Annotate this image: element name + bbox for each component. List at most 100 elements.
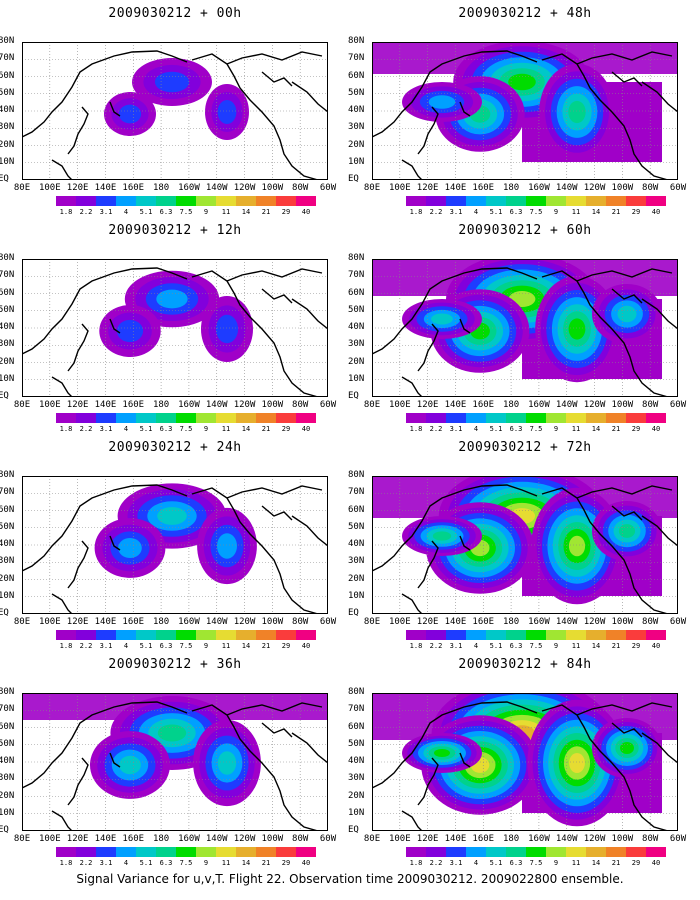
latitude-label: 40N [0, 539, 15, 549]
longitude-label: 100W [611, 617, 634, 627]
lat-lon-grid [372, 476, 678, 614]
colorbar-swatch [156, 413, 176, 423]
longitude-label: 100E [388, 617, 411, 627]
lat-lon-grid [22, 476, 328, 614]
map-plot [372, 259, 678, 397]
coastline-segment [611, 505, 643, 521]
coastline-segment [576, 51, 673, 65]
longitude-label: 100E [388, 834, 411, 844]
longitude-label: 60W [669, 400, 687, 410]
variance-field [372, 476, 678, 605]
panel-title: 2009030212 + 12h [108, 223, 242, 238]
coastline-segment [459, 318, 471, 334]
latitude-label: 30N [348, 556, 365, 567]
lat-lon-grid [372, 693, 678, 831]
longitude-label: 100W [261, 183, 284, 193]
latitude-label: EQ [0, 391, 9, 401]
colorbar-label: 29 [281, 425, 291, 433]
latitude-label: 50N [348, 738, 365, 749]
colorbar-label: 5.1 [139, 425, 153, 433]
lat-lon-grid [22, 693, 328, 831]
coastline-segment [641, 515, 678, 547]
forecast-panel: 2009030212 + 48h 80N 70N 60N 50N 40N 30N 20N 10N… [348, 0, 700, 225]
longitude-label: 180 [152, 834, 170, 844]
coastline-segment [226, 51, 323, 65]
colorbar-swatch [446, 847, 466, 857]
colorbar-swatch [566, 413, 586, 423]
longitude-label: 120W [583, 183, 606, 193]
latitude-label: 50N [348, 521, 365, 532]
latitude-label: 50N [0, 521, 15, 532]
colorbar-swatch [56, 630, 76, 640]
colorbar-label: 29 [631, 642, 641, 650]
longitude-label: 80E [363, 617, 381, 627]
longitude-label: 60W [319, 183, 337, 193]
coastlines [372, 267, 678, 397]
colorbar-label: 6.3 [159, 425, 173, 433]
coastline-segment [576, 485, 673, 499]
colorbar-label: 11 [571, 425, 581, 433]
colorbar-label: 29 [631, 859, 641, 867]
longitude-label: 160W [178, 183, 200, 193]
variance-core [157, 724, 187, 742]
lat-lon-grid [22, 42, 328, 180]
colorbar-label: 40 [301, 208, 311, 216]
latitude-label: EQ [0, 608, 9, 618]
colorbar-label: 7.5 [179, 208, 193, 216]
latitude-label: 80N [348, 687, 365, 697]
colorbar [406, 413, 666, 423]
colorbar-label: 1.8 [409, 859, 423, 867]
map-frame [22, 693, 328, 831]
colorbar-swatch [276, 196, 296, 206]
colorbar-swatch [486, 413, 506, 423]
coastline-segment [611, 722, 643, 738]
coastline-segment [51, 810, 73, 831]
coastline-segment [291, 732, 328, 764]
colorbar-swatch [506, 196, 526, 206]
colorbar-label: 14 [241, 859, 251, 867]
colorbar-swatch [426, 196, 446, 206]
map-plot [372, 42, 678, 180]
colorbar-label: 6.3 [509, 425, 523, 433]
latitude-label: 80N [0, 253, 15, 263]
colorbar-swatch [566, 196, 586, 206]
variance-lobe [569, 753, 585, 773]
coastline-segment [641, 732, 678, 764]
latitude-label: 40N [348, 539, 365, 549]
longitude-label: 80E [13, 183, 31, 193]
colorbar-swatch [566, 630, 586, 640]
longitude-label: 120E [416, 617, 439, 627]
colorbar-label: 1.8 [409, 642, 423, 650]
latitude-label: 30N [0, 556, 15, 567]
longitude-label: 80W [642, 617, 659, 627]
colorbar-label: 2.2 [79, 425, 93, 433]
colorbar-label: 21 [611, 425, 621, 433]
colorbar-label: 29 [631, 208, 641, 216]
variance-field [372, 259, 678, 383]
latitude-label: 80N [348, 253, 365, 263]
longitude-label: 140E [444, 183, 467, 193]
latitude-label: 10N [0, 156, 15, 167]
colorbar-swatch [136, 413, 156, 423]
colorbar-swatch [276, 630, 296, 640]
longitude-label: 160E [122, 400, 145, 410]
variance-lobe [116, 319, 144, 343]
colorbar [56, 196, 316, 206]
colorbar-swatch [406, 196, 426, 206]
longitude-label: 80W [292, 400, 309, 410]
coastline-segment [641, 298, 678, 330]
forecast-panel: 2009030212 + 60h 80N 70N 60N 50N 40N 30N 20N 10N… [348, 217, 700, 442]
colorbar-label: 7.5 [179, 642, 193, 650]
colorbar-swatch [606, 847, 626, 857]
latitude-label: 70N [0, 704, 15, 715]
colorbar-label: 1.8 [409, 425, 423, 433]
colorbar-label: 3.1 [449, 859, 463, 867]
latitude-label: 40N [0, 756, 15, 766]
colorbar-label: 6.3 [509, 208, 523, 216]
coastline-segment [67, 540, 89, 589]
colorbar-swatch [96, 196, 116, 206]
colorbar-label: 1.8 [59, 208, 73, 216]
latitude-label: 70N [348, 270, 365, 281]
longitude-label: 180 [152, 183, 170, 193]
colorbar-label: 29 [281, 642, 291, 650]
